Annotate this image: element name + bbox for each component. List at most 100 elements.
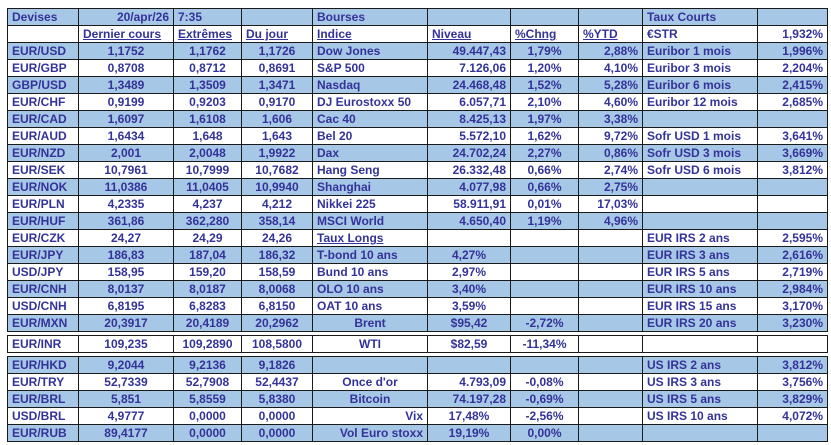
index-name-cell[interactable] — [313, 357, 428, 374]
rate-value-cell[interactable]: 3,812% — [758, 162, 828, 179]
fx-pair-cell[interactable]: EUR/CHF — [8, 94, 79, 111]
fx-pair-cell[interactable]: EUR/AUD — [8, 128, 79, 145]
index-ytd-cell[interactable] — [579, 281, 643, 298]
index-chng-cell[interactable]: 0,01% — [511, 196, 579, 213]
rate-value-cell[interactable]: 3,230% — [758, 315, 828, 332]
fx-last-cell[interactable]: 361,86 — [79, 213, 174, 230]
rate-name-cell[interactable]: Sofr USD 6 mois — [643, 162, 758, 179]
index-chng-cell[interactable]: -11,34% — [511, 336, 579, 353]
index-ytd-cell[interactable]: 5,28% — [579, 77, 643, 94]
index-name-cell[interactable]: WTI — [313, 336, 428, 353]
index-chng-cell[interactable]: 0,66% — [511, 179, 579, 196]
chng-header-cell[interactable]: %Chng — [511, 26, 579, 43]
extremes-header-cell[interactable]: Extrêmes — [174, 26, 242, 43]
fx-pair-cell[interactable]: EUR/MXN — [8, 315, 79, 332]
index-level-cell[interactable]: 8.425,13 — [428, 111, 511, 128]
index-name-cell[interactable]: DJ Eurostoxx 50 — [313, 94, 428, 111]
fx-extremes-cell[interactable]: 1,3509 — [174, 77, 242, 94]
index-chng-cell[interactable]: 2,10% — [511, 94, 579, 111]
fx-last-cell[interactable]: 1,6434 — [79, 128, 174, 145]
fx-pair-cell[interactable]: EUR/PLN — [8, 196, 79, 213]
index-name-cell[interactable]: Vol Euro stoxx — [313, 425, 428, 442]
index-level-cell[interactable]: 3,59% — [428, 298, 511, 315]
index-level-cell[interactable]: 4.650,40 — [428, 213, 511, 230]
fx-extremes-cell[interactable]: 20,4189 — [174, 315, 242, 332]
fx-pair-cell[interactable]: EUR/CZK — [8, 230, 79, 247]
rate-value-cell[interactable]: 3,641% — [758, 128, 828, 145]
index-name-cell[interactable]: Hang Seng — [313, 162, 428, 179]
bourses-header-cell[interactable]: Bourses — [313, 9, 428, 26]
rate-value-cell[interactable]: 2,984% — [758, 281, 828, 298]
fx-pair-cell[interactable]: EUR/TRY — [8, 374, 79, 391]
index-name-cell[interactable]: OLO 10 ans — [313, 281, 428, 298]
fx-last-cell[interactable]: 10,7961 — [79, 162, 174, 179]
rate-value-cell[interactable]: 2,685% — [758, 94, 828, 111]
du-jour-header-cell[interactable]: Du jour — [242, 26, 313, 43]
index-ytd-cell[interactable]: 0,86% — [579, 145, 643, 162]
rate-name-cell[interactable]: Euribor 12 mois — [643, 94, 758, 111]
rate-name-cell[interactable] — [643, 425, 758, 442]
index-chng-cell[interactable]: 1,20% — [511, 60, 579, 77]
fx-day-cell[interactable]: 4,212 — [242, 196, 313, 213]
rate-value-cell[interactable]: 3,170% — [758, 298, 828, 315]
fx-extremes-cell[interactable]: 6,8283 — [174, 298, 242, 315]
fx-extremes-cell[interactable]: 0,0000 — [174, 408, 242, 425]
fx-day-cell[interactable]: 10,7682 — [242, 162, 313, 179]
rate-name-cell[interactable]: EUR IRS 5 ans — [643, 264, 758, 281]
index-ytd-cell[interactable] — [579, 374, 643, 391]
index-chng-cell[interactable]: 0,00% — [511, 425, 579, 442]
rate-name-cell[interactable]: US IRS 2 ans — [643, 357, 758, 374]
index-name-cell[interactable]: Dow Jones — [313, 43, 428, 60]
fx-last-cell[interactable]: 1,6097 — [79, 111, 174, 128]
index-chng-cell[interactable] — [511, 298, 579, 315]
index-chng-cell[interactable]: 0,66% — [511, 162, 579, 179]
index-chng-cell[interactable]: 1,97% — [511, 111, 579, 128]
fx-last-cell[interactable]: 1,1752 — [79, 43, 174, 60]
fx-day-cell[interactable]: 1,9922 — [242, 145, 313, 162]
index-level-cell[interactable] — [428, 357, 511, 374]
time-cell[interactable]: 7:35 — [174, 9, 242, 26]
fx-last-cell[interactable]: 0,8708 — [79, 60, 174, 77]
index-name-cell[interactable]: Once d'or — [313, 374, 428, 391]
fx-extremes-cell[interactable]: 8,0187 — [174, 281, 242, 298]
fx-pair-cell[interactable]: GBP/USD — [8, 77, 79, 94]
rate-name-cell[interactable]: US IRS 5 ans — [643, 391, 758, 408]
fx-pair-cell[interactable]: EUR/USD — [8, 43, 79, 60]
fx-last-cell[interactable]: 4,2335 — [79, 196, 174, 213]
fx-day-cell[interactable]: 24,26 — [242, 230, 313, 247]
fx-pair-cell[interactable]: EUR/NZD — [8, 145, 79, 162]
index-name-cell[interactable]: T-bond 10 ans — [313, 247, 428, 264]
fx-extremes-cell[interactable]: 52,7908 — [174, 374, 242, 391]
fx-pair-cell[interactable]: EUR/NOK — [8, 179, 79, 196]
estr-label-cell[interactable]: €STR — [643, 26, 758, 43]
fx-extremes-cell[interactable]: 10,7999 — [174, 162, 242, 179]
fx-pair-cell[interactable]: USD/BRL — [8, 408, 79, 425]
rate-name-cell[interactable]: EUR IRS 2 ans — [643, 230, 758, 247]
rate-value-cell[interactable] — [758, 425, 828, 442]
index-name-cell[interactable]: S&P 500 — [313, 60, 428, 77]
index-level-cell[interactable]: $95,42 — [428, 315, 511, 332]
devises-header-cell[interactable]: Devises — [8, 9, 79, 26]
index-name-cell[interactable]: Brent — [313, 315, 428, 332]
fx-extremes-cell[interactable]: 109,2890 — [174, 336, 242, 353]
index-level-cell[interactable]: 26.332,48 — [428, 162, 511, 179]
fx-pair-cell[interactable]: EUR/GBP — [8, 60, 79, 77]
index-chng-cell[interactable]: 1,62% — [511, 128, 579, 145]
rate-name-cell[interactable] — [643, 111, 758, 128]
indice-header-cell[interactable]: Indice — [313, 26, 428, 43]
fx-day-cell[interactable]: 10,9940 — [242, 179, 313, 196]
fx-pair-cell[interactable]: EUR/CNH — [8, 281, 79, 298]
rate-value-cell[interactable]: 1,996% — [758, 43, 828, 60]
rate-name-cell[interactable]: EUR IRS 10 ans — [643, 281, 758, 298]
fx-pair-cell[interactable]: EUR/INR — [8, 336, 79, 353]
empty-cell[interactable] — [579, 9, 643, 26]
index-level-cell[interactable]: 49.447,43 — [428, 43, 511, 60]
rate-name-cell[interactable]: US IRS 10 ans — [643, 408, 758, 425]
fx-day-cell[interactable]: 20,2962 — [242, 315, 313, 332]
fx-pair-cell[interactable]: EUR/HKD — [8, 357, 79, 374]
index-level-cell[interactable]: 5.572,10 — [428, 128, 511, 145]
fx-pair-cell[interactable]: EUR/RUB — [8, 425, 79, 442]
fx-extremes-cell[interactable]: 1,1762 — [174, 43, 242, 60]
index-name-cell[interactable]: MSCI World — [313, 213, 428, 230]
index-name-cell[interactable]: Cac 40 — [313, 111, 428, 128]
